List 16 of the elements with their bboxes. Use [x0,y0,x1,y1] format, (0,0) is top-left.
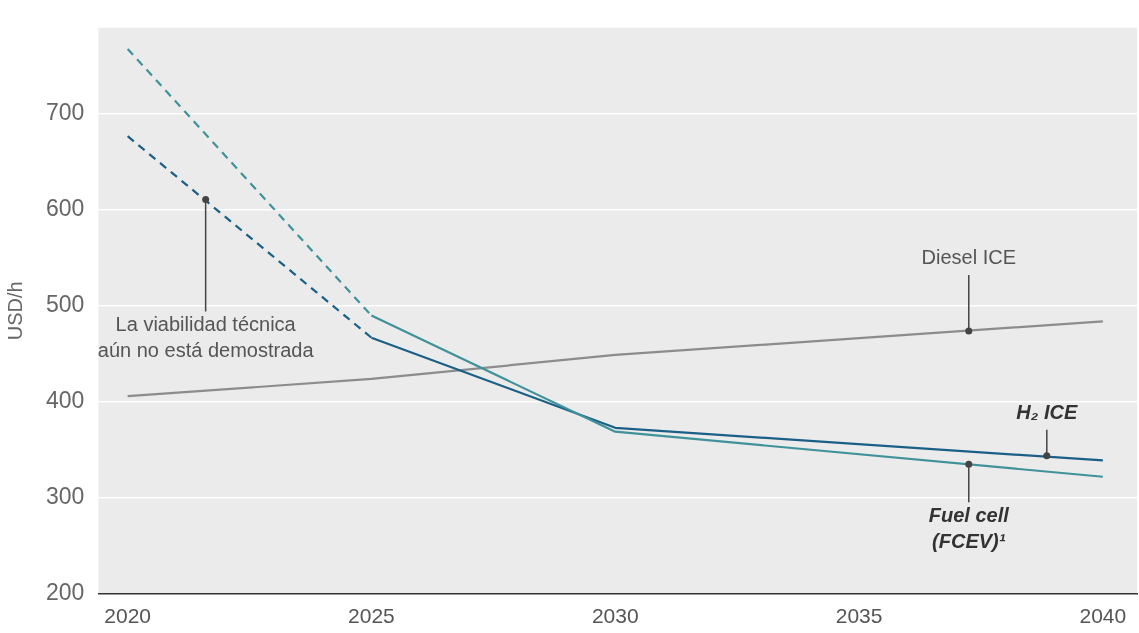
y-tick-label: 400 [46,387,85,414]
x-tick-label: 2020 [104,604,151,628]
annotation: Fuel cell (FCEV)¹ [928,503,1010,552]
x-tick-label: 2035 [835,604,883,628]
y-tick-label: 600 [46,195,85,222]
annotation: Diesel ICE [921,246,1017,269]
x-tick-label: 2025 [348,604,395,628]
annotation: La viabilidad técnica aún no está demostrada [97,313,315,362]
y-tick-label: 500 [46,291,85,318]
x-tick-label: 2040 [1079,604,1127,628]
x-tick-label: 2030 [591,604,639,628]
y-tick-label: 200 [46,579,85,606]
annotation: H₂ ICE [1016,401,1078,424]
y-axis-title: USD/h [3,281,26,341]
y-tick-label: 700 [46,99,85,126]
y-tick-label: 300 [46,483,85,510]
